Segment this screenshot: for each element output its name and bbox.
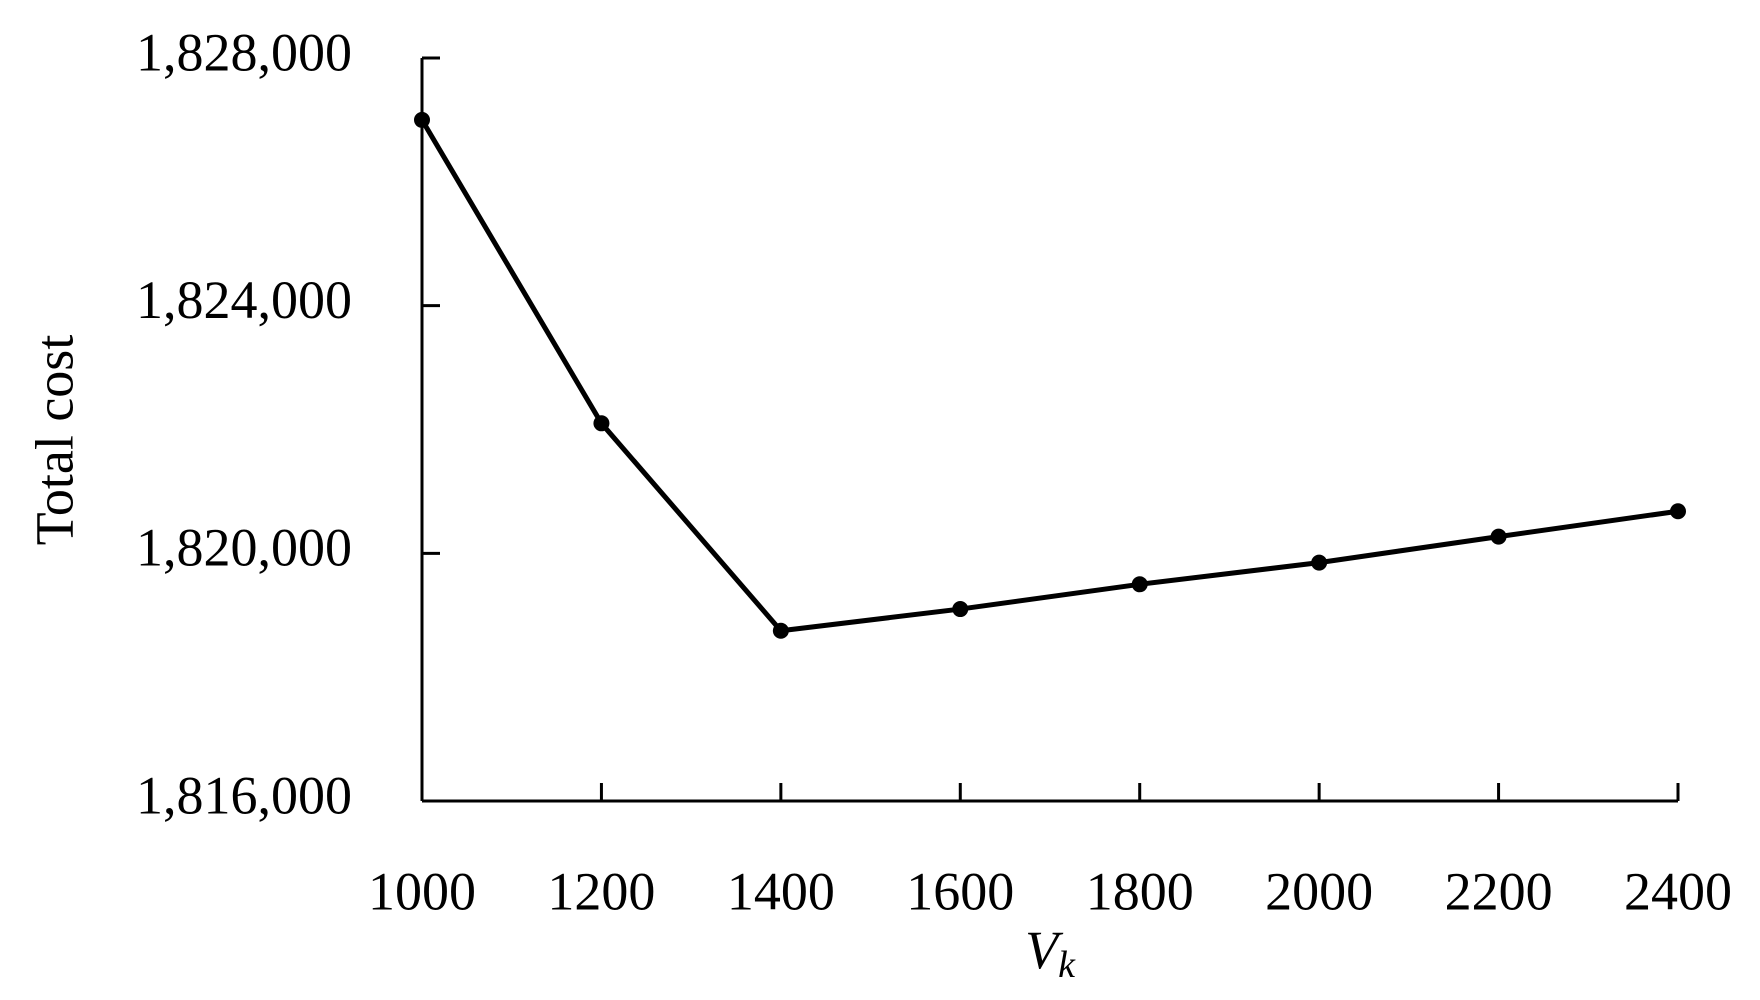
marker [772, 622, 789, 639]
line [419, 118, 1679, 634]
x-tick-label: 1600 [906, 861, 1014, 921]
x-tick-label: 2000 [1265, 861, 1373, 921]
marker [952, 601, 969, 618]
y-tick-label: 1,824,000 [136, 270, 352, 330]
x-tick-label: 2200 [1445, 861, 1553, 921]
x-axis-label-main: V [1025, 920, 1064, 980]
marker [1490, 528, 1507, 545]
y-tick-label: 1,820,000 [136, 518, 352, 578]
x-tick-label: 1800 [1086, 861, 1194, 921]
x-axis-label-subscript: k [1058, 944, 1076, 986]
y-tick-label: 1,816,000 [136, 765, 352, 825]
x-tick-label: 2400 [1624, 861, 1732, 921]
y-tick-label: 1,828,000 [136, 22, 352, 82]
marker [593, 415, 610, 432]
x-tick-label: 1400 [727, 861, 835, 921]
marker [414, 111, 430, 128]
x-tick-label: 1200 [547, 861, 655, 921]
x-tick-label: 1000 [368, 861, 476, 921]
marker [1670, 503, 1686, 520]
marker [1131, 576, 1148, 593]
y-axis-label: Total cost [24, 335, 84, 546]
marker [1311, 554, 1328, 571]
x-axis-label: Vk [1025, 920, 1076, 985]
